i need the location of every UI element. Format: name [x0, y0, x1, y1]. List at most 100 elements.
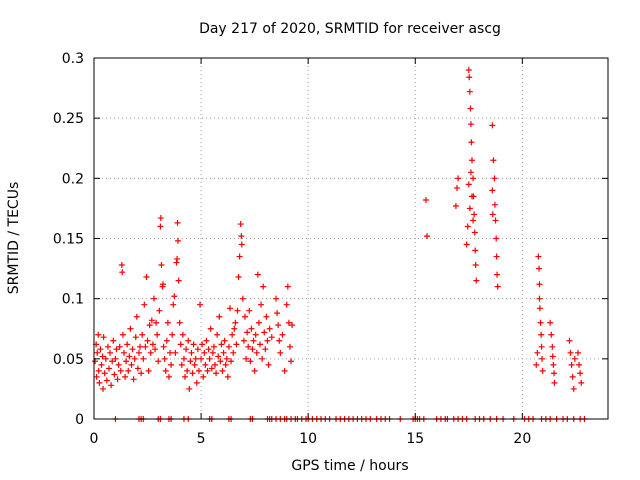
- data-point: [137, 343, 144, 350]
- data-point: [186, 385, 193, 392]
- data-point: [226, 305, 233, 312]
- data-point: [237, 221, 244, 228]
- data-point: [493, 235, 500, 242]
- data-point: [183, 346, 190, 353]
- data-point: [568, 361, 575, 368]
- data-point: [135, 349, 142, 356]
- data-point: [265, 361, 272, 368]
- data-point: [248, 325, 255, 332]
- data-point: [205, 346, 212, 353]
- data-point: [489, 187, 496, 194]
- data-point: [178, 361, 185, 368]
- data-point: [470, 217, 477, 224]
- data-point: [167, 349, 174, 356]
- data-point: [276, 337, 283, 344]
- data-point: [200, 373, 207, 380]
- data-point: [176, 319, 183, 326]
- data-point: [234, 307, 241, 314]
- y-tick-label: 0: [75, 412, 84, 428]
- data-point: [548, 331, 555, 338]
- data-point: [471, 229, 478, 236]
- data-point: [577, 370, 584, 377]
- data-point: [177, 341, 184, 348]
- data-point: [424, 233, 431, 240]
- data-point: [187, 358, 194, 365]
- y-tick-label: 0.25: [53, 111, 84, 127]
- data-point: [212, 361, 219, 368]
- data-point: [279, 331, 286, 338]
- data-point: [578, 379, 585, 386]
- data-point: [575, 349, 582, 356]
- data-point: [174, 237, 181, 244]
- x-axis-label: GPS time / hours: [291, 458, 408, 474]
- data-point: [96, 379, 103, 386]
- data-point: [199, 341, 206, 348]
- data-point: [215, 353, 222, 360]
- data-point: [152, 346, 159, 353]
- data-point: [120, 349, 127, 356]
- data-point: [191, 361, 198, 368]
- data-point: [285, 319, 292, 326]
- data-point: [239, 295, 246, 302]
- data-point: [123, 358, 130, 365]
- data-point: [283, 301, 290, 308]
- data-point: [194, 346, 201, 353]
- data-point: [467, 169, 474, 176]
- data-point: [489, 211, 496, 218]
- axis-ticks: 0 5 10 15 20 0 0.05 0.1 0.15 0.2 0.25 0.3: [53, 51, 608, 447]
- x-tick-label: 10: [299, 431, 317, 447]
- data-point: [209, 349, 216, 356]
- data-point: [148, 317, 155, 324]
- data-point: [465, 67, 472, 74]
- data-point: [141, 301, 148, 308]
- data-point: [247, 358, 254, 365]
- data-point: [153, 319, 160, 326]
- y-tick-label: 0.3: [62, 51, 84, 67]
- data-point: [110, 337, 117, 344]
- data-point: [94, 349, 101, 356]
- data-point: [115, 361, 122, 368]
- data-point: [539, 367, 546, 374]
- data-point: [536, 305, 543, 312]
- data-point: [534, 349, 541, 356]
- data-point: [192, 355, 199, 362]
- data-point: [235, 274, 242, 281]
- data-point: [576, 361, 583, 368]
- data-point: [109, 358, 116, 365]
- data-point: [240, 337, 247, 344]
- data-point: [112, 355, 119, 362]
- data-point: [236, 253, 243, 260]
- data-point: [157, 223, 164, 230]
- grid: [94, 58, 608, 419]
- data-point: [466, 205, 473, 212]
- y-tick-label: 0.15: [53, 232, 84, 248]
- data-point: [111, 371, 118, 378]
- data-point: [195, 367, 202, 374]
- data-point: [174, 219, 181, 226]
- data-point: [277, 349, 284, 356]
- data-point: [139, 331, 146, 338]
- data-point: [102, 355, 109, 362]
- data-point: [161, 355, 168, 362]
- data-point: [571, 355, 578, 362]
- data-point: [467, 121, 474, 128]
- data-point: [492, 217, 499, 224]
- data-point: [468, 139, 475, 146]
- data-point: [275, 322, 282, 329]
- data-point: [466, 88, 473, 95]
- data-point: [222, 361, 229, 368]
- data-point: [225, 343, 232, 350]
- data-point: [99, 385, 106, 392]
- data-point: [494, 271, 501, 278]
- data-point: [168, 361, 175, 368]
- data-point: [490, 157, 497, 164]
- data-point: [208, 365, 215, 372]
- data-point: [99, 353, 106, 360]
- data-point: [260, 283, 267, 290]
- data-point: [284, 283, 291, 290]
- data-point: [466, 74, 473, 81]
- data-point: [101, 370, 108, 377]
- data-point: [422, 196, 429, 203]
- y-tick-label: 0.1: [62, 292, 84, 308]
